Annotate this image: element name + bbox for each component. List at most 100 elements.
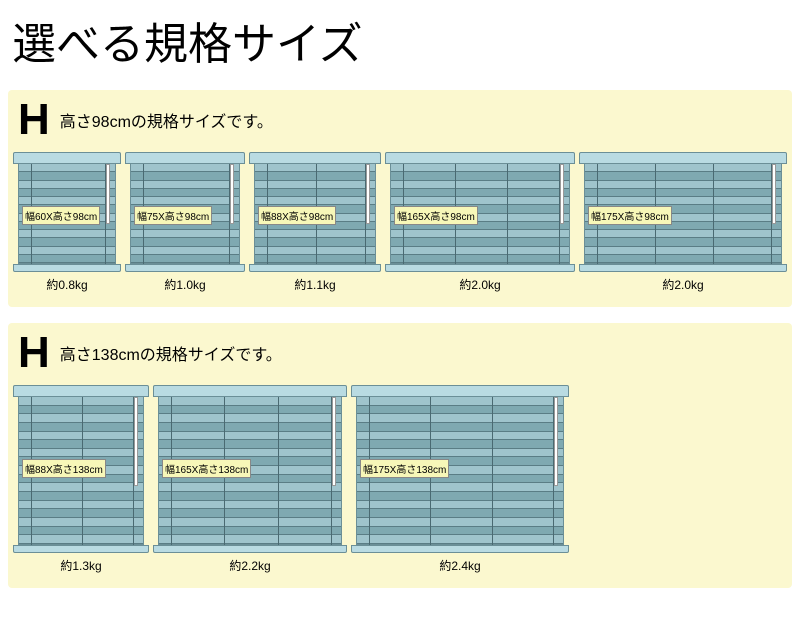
section-header: H高さ98cmの規格サイズです。 — [18, 98, 782, 142]
bottomrail — [153, 545, 347, 553]
pull-cord — [230, 164, 234, 224]
bottomrail — [249, 264, 381, 272]
headrail — [249, 152, 381, 164]
slat — [255, 255, 375, 263]
slat — [19, 247, 115, 255]
slat — [357, 509, 563, 518]
headrail — [153, 385, 347, 397]
slat — [131, 164, 239, 172]
size-label: 幅60X高さ98cm — [22, 206, 100, 225]
size-label: 幅165X高さ98cm — [394, 206, 478, 225]
size-label: 幅165X高さ138cm — [162, 459, 251, 478]
weight-label: 約2.0kg — [662, 276, 703, 293]
bottomrail — [579, 264, 787, 272]
slat — [19, 189, 115, 197]
slat — [159, 406, 341, 415]
slat — [357, 423, 563, 432]
slat — [391, 230, 569, 238]
slat — [19, 230, 115, 238]
slat — [19, 449, 143, 458]
ladder-tape — [713, 164, 714, 264]
slat — [357, 535, 563, 544]
slat — [585, 255, 781, 263]
slat — [19, 527, 143, 536]
slat — [391, 181, 569, 189]
slat — [19, 501, 143, 510]
slat — [357, 527, 563, 536]
slat — [255, 197, 375, 205]
size-label: 幅175X高さ138cm — [360, 459, 449, 478]
headrail — [351, 385, 569, 397]
section-description: 高さ138cmの規格サイズです。 — [60, 341, 282, 365]
slats: 幅88X高さ138cm — [18, 397, 144, 545]
blind-item: 幅165X高さ138cm 約2.2kg — [158, 385, 342, 574]
items-row: 幅60X高さ98cm約0.8kg幅75X高さ98cm約1.0kg幅88X高さ98… — [18, 152, 782, 293]
slat — [19, 414, 143, 423]
slat — [585, 189, 781, 197]
slats: 幅60X高さ98cm — [18, 164, 116, 264]
blind-item: 幅175X高さ98cm 約2.0kg — [584, 152, 782, 293]
items-row: 幅88X高さ138cm約1.3kg幅165X高さ138cm約2.2kg幅175X… — [18, 385, 782, 574]
ladder-tape — [492, 397, 493, 545]
ladder-tape — [507, 164, 508, 264]
slat — [159, 501, 341, 510]
slat — [131, 197, 239, 205]
slats: 幅175X高さ98cm — [584, 164, 782, 264]
size-section: H高さ98cmの規格サイズです。幅60X高さ98cm約0.8kg幅75X高さ98… — [8, 90, 792, 307]
slat — [19, 535, 143, 544]
slat — [159, 397, 341, 406]
slat — [131, 247, 239, 255]
size-label: 幅175X高さ98cm — [588, 206, 672, 225]
pull-cord — [560, 164, 564, 224]
slat — [159, 518, 341, 527]
slat — [19, 492, 143, 501]
size-section: H高さ138cmの規格サイズです。幅88X高さ138cm約1.3kg幅165X高… — [8, 323, 792, 588]
slat — [585, 197, 781, 205]
bottomrail — [13, 264, 121, 272]
slat — [585, 230, 781, 238]
headrail — [579, 152, 787, 164]
slat — [255, 172, 375, 180]
slat — [131, 230, 239, 238]
section-header: H 高さ138cmの規格サイズです。 — [18, 331, 782, 375]
slat — [159, 414, 341, 423]
slat — [19, 197, 115, 205]
pull-cord — [134, 397, 138, 486]
section-description: 高さ98cmの規格サイズです。 — [60, 108, 273, 132]
weight-label: 約1.1kg — [294, 276, 335, 293]
slat — [19, 509, 143, 518]
page-title: 選べる規格サイズ — [0, 0, 800, 84]
weight-label: 約2.2kg — [229, 557, 270, 574]
slat — [357, 440, 563, 449]
slat — [357, 449, 563, 458]
slat — [19, 172, 115, 180]
slat — [391, 247, 569, 255]
slat — [131, 255, 239, 263]
slat — [255, 238, 375, 246]
height-letter-icon: H — [18, 331, 50, 375]
bottomrail — [385, 264, 575, 272]
slats: 幅175X高さ138cm — [356, 397, 564, 545]
slat — [391, 189, 569, 197]
slat — [357, 406, 563, 415]
bottomrail — [13, 545, 149, 553]
slat — [19, 164, 115, 172]
slat — [255, 230, 375, 238]
slat — [19, 483, 143, 492]
slat — [159, 535, 341, 544]
slat — [19, 518, 143, 527]
slat — [585, 172, 781, 180]
slat — [159, 423, 341, 432]
slat — [159, 432, 341, 441]
slat — [391, 255, 569, 263]
slat — [131, 189, 239, 197]
headrail — [125, 152, 245, 164]
slat — [159, 509, 341, 518]
pull-cord — [106, 164, 110, 224]
ladder-tape — [278, 397, 279, 545]
slat — [255, 164, 375, 172]
slat — [19, 406, 143, 415]
size-label: 幅88X高さ98cm — [258, 206, 336, 225]
headrail — [385, 152, 575, 164]
slat — [585, 181, 781, 189]
